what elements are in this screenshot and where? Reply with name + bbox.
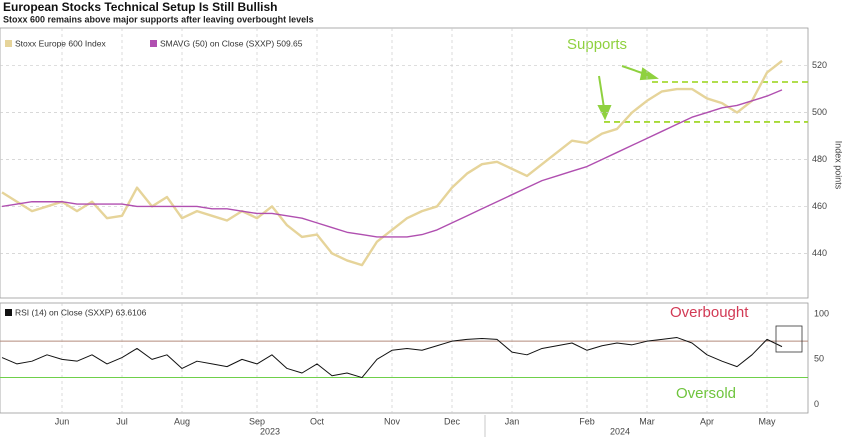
x-group-label: 2023 — [260, 426, 280, 436]
y-tick-label: 0 — [814, 399, 819, 409]
y-tick-label: 500 — [812, 107, 827, 117]
annotation: Supports — [567, 36, 627, 53]
x-tick-label: Apr — [700, 416, 714, 426]
highlight-box — [775, 325, 803, 353]
x-tick-label: Dec — [444, 416, 461, 426]
chart-title: European Stocks Technical Setup Is Still… — [3, 0, 278, 14]
legend-swatch — [5, 309, 12, 316]
y-tick-label: 100 — [814, 308, 829, 318]
y-axis-label: Index points — [834, 141, 844, 190]
arrow — [621, 65, 646, 75]
y-tick-label: 460 — [812, 201, 827, 211]
arrows — [597, 65, 659, 121]
x-tick-label: Jun — [55, 416, 70, 426]
series-line — [1, 89, 783, 238]
legend-label: SMAVG (50) on Close (SXXP) 509.65 — [160, 38, 303, 48]
annotation: Oversold — [676, 385, 736, 402]
legend-swatch — [150, 40, 157, 47]
y-tick-label: 480 — [812, 154, 827, 164]
rsi-panel — [0, 302, 809, 414]
legend-label: RSI (14) on Close (SXXP) 63.6106 — [15, 307, 147, 317]
x-tick-label: Feb — [579, 416, 595, 426]
price-panel — [0, 27, 809, 299]
series-line — [1, 59, 783, 267]
chart-subtitle: Stoxx 600 remains above major supports a… — [3, 14, 314, 24]
arrow-head — [639, 67, 659, 81]
legend-swatch — [5, 40, 12, 47]
x-tick-label: Nov — [384, 416, 401, 426]
arrow-head — [597, 105, 612, 121]
x-tick-label: Aug — [174, 416, 190, 426]
arrow — [598, 75, 605, 109]
y-tick-label: 520 — [812, 60, 827, 70]
y-tick-label: 440 — [812, 248, 827, 258]
y-tick-label: 50 — [814, 354, 824, 364]
x-tick-label: Jan — [505, 416, 520, 426]
x-group-label: 2024 — [610, 426, 630, 436]
x-tick-label: May — [758, 416, 776, 426]
rsi-line — [1, 337, 783, 379]
annotation: Overbought — [670, 304, 749, 321]
legend-label: Stoxx Europe 600 Index — [15, 38, 106, 48]
x-tick-label: Oct — [310, 416, 325, 426]
x-tick-label: Jul — [116, 416, 128, 426]
x-tick-label: Mar — [639, 416, 655, 426]
x-tick-label: Sep — [249, 416, 265, 426]
